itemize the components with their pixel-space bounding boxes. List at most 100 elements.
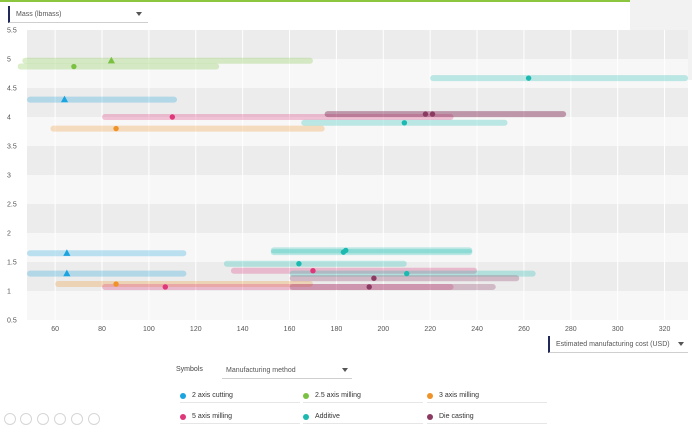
range-bar — [27, 270, 187, 277]
x-tick-label: 260 — [518, 326, 530, 333]
legend-item-die-casting[interactable]: Die casting — [427, 410, 547, 424]
symbols-dropdown-label: Manufacturing method — [226, 366, 296, 374]
data-point — [525, 75, 532, 81]
zoom-in-tool[interactable] — [4, 413, 16, 425]
data-point — [371, 275, 377, 281]
top-accent-line — [0, 0, 692, 2]
x-tick-label: 160 — [284, 326, 296, 333]
y-tick-label: 5.5 — [7, 28, 17, 35]
data-point — [113, 125, 119, 132]
y-tick-label: 4.5 — [7, 86, 17, 93]
fit-tool[interactable] — [88, 413, 100, 425]
select-tool[interactable] — [54, 413, 66, 425]
x-tick-label: 140 — [237, 326, 249, 333]
data-point — [401, 120, 408, 126]
symbols-dropdown[interactable]: Manufacturing method — [222, 362, 352, 379]
range-bar — [324, 111, 567, 118]
data-point — [404, 270, 410, 277]
y-tick-label: 5 — [7, 57, 11, 64]
range-bar — [102, 114, 454, 120]
chevron-down-icon — [678, 342, 684, 346]
x-tick-label: 240 — [471, 326, 483, 333]
range-bar — [289, 270, 536, 277]
legend-dot — [427, 413, 433, 420]
y-tick-label: 4 — [7, 115, 11, 122]
chevron-down-icon — [136, 12, 142, 16]
legend-item-additive[interactable]: Additive — [303, 410, 423, 424]
x-tick-label: 200 — [377, 326, 389, 333]
chevron-down-icon — [342, 368, 348, 372]
range-bar — [223, 260, 407, 267]
y-tick-label: 3.5 — [7, 144, 17, 151]
reset-tool[interactable] — [71, 413, 83, 425]
x-tick-label: 320 — [659, 326, 671, 333]
legend-label: Die casting — [439, 413, 474, 420]
legend-item-2-axis-cutting[interactable]: 2 axis cutting — [180, 389, 300, 403]
x-tick-label: 220 — [424, 326, 436, 333]
plot-band — [27, 30, 688, 59]
plot-band — [27, 88, 688, 117]
x-tick-label: 180 — [331, 326, 343, 333]
legend-dot — [180, 392, 186, 399]
x-tick-label: 300 — [612, 326, 624, 333]
y-tick-label: 3 — [7, 173, 11, 180]
range-bar — [230, 267, 478, 274]
range-bar — [27, 250, 187, 257]
data-point — [63, 269, 71, 277]
plot-band — [27, 262, 688, 291]
data-point — [310, 268, 316, 274]
x-tick-label: 120 — [190, 326, 202, 333]
y-tick-label: 0.5 — [7, 318, 17, 325]
data-point — [63, 249, 71, 256]
range-bar — [22, 57, 313, 64]
data-point — [366, 284, 372, 290]
data-point — [169, 114, 176, 120]
range-bar — [102, 283, 454, 290]
range-bar — [27, 96, 178, 103]
range-bar — [289, 283, 496, 290]
y-axis-dropdown-label: Mass (lbmass) — [16, 10, 62, 18]
x-tick-label: 280 — [565, 326, 577, 333]
x-axis-dropdown[interactable]: Estimated manufacturing cost (USD) — [548, 336, 688, 353]
data-point — [162, 284, 168, 290]
legend-label: Additive — [315, 413, 340, 420]
zoom-out-tool[interactable] — [20, 413, 32, 425]
y-tick-label: 1 — [7, 289, 11, 296]
legend-label: 2.5 axis milling — [315, 392, 361, 399]
plot-band — [27, 204, 688, 233]
range-bar — [270, 249, 473, 256]
y-tick-label: 2 — [7, 231, 11, 238]
legend-dot — [303, 392, 309, 399]
x-axis-dropdown-label: Estimated manufacturing cost (USD) — [556, 340, 670, 348]
y-axis-dropdown[interactable]: Mass (lbmass) — [8, 6, 148, 23]
x-tick-label: 100 — [143, 326, 155, 333]
data-point — [429, 111, 436, 117]
legend-item-5-axis-milling[interactable]: 5 axis milling — [180, 410, 300, 424]
legend-label: 3 axis milling — [439, 392, 480, 399]
legend-dot — [180, 413, 186, 420]
data-point — [113, 281, 119, 287]
data-point — [107, 56, 115, 64]
data-point — [71, 63, 77, 70]
data-point — [422, 111, 429, 117]
range-bar — [289, 275, 520, 282]
legend-label: 2 axis cutting — [192, 392, 233, 399]
range-bar — [55, 281, 313, 288]
data-point — [60, 95, 69, 103]
range-bar — [17, 63, 220, 70]
legend-item-2-5-axis-milling[interactable]: 2.5 axis milling — [303, 389, 423, 403]
range-bar — [430, 75, 688, 82]
range-bar — [270, 247, 473, 254]
x-tick-label: 60 — [51, 326, 59, 333]
legend-dot — [303, 413, 309, 420]
range-bar — [324, 111, 567, 118]
x-tick-label: 80 — [98, 326, 106, 333]
pan-tool[interactable] — [37, 413, 49, 425]
legend-dot — [427, 392, 433, 399]
symbols-label: Symbols — [176, 366, 203, 373]
range-bar — [50, 125, 325, 132]
data-point — [296, 261, 302, 267]
y-tick-label: 2.5 — [7, 202, 17, 209]
legend-item-3-axis-milling[interactable]: 3 axis milling — [427, 389, 547, 403]
